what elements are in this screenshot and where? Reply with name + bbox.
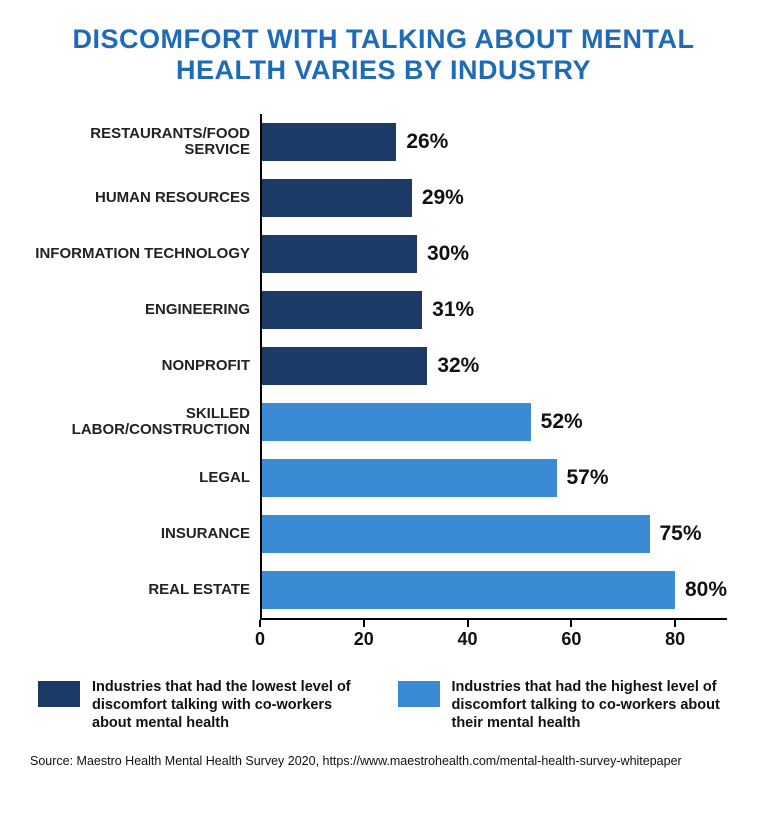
bar (262, 179, 412, 217)
x-tick: 40 (468, 620, 469, 627)
category-label: NONPROFIT (35, 338, 260, 394)
bar-value-label: 26% (406, 130, 448, 154)
bar (262, 347, 427, 385)
legend-item: Industries that had the lowest level of … (38, 678, 370, 732)
bar (262, 403, 531, 441)
bars-column: 26% 29% 30% 31% 32% 52% 57% 75% 80% (260, 114, 727, 618)
category-label: REAL ESTATE (35, 562, 260, 618)
category-label-text: ENGINEERING (145, 302, 250, 319)
bar-row: 80% (262, 562, 727, 618)
x-tick-mark (570, 620, 572, 627)
bar-value-label: 52% (541, 410, 583, 434)
bar (262, 235, 417, 273)
legend-swatch (38, 681, 80, 707)
category-label: RESTAURANTS/FOOD SERVICE (35, 114, 260, 170)
legend-swatch (398, 681, 440, 707)
category-label-text: LEGAL (199, 470, 250, 487)
x-axis: 0 20 40 60 80 (260, 618, 727, 650)
bar-row: 57% (262, 450, 727, 506)
bar (262, 571, 675, 609)
x-tick-mark (259, 620, 261, 627)
x-tick: 20 (364, 620, 365, 627)
bar-value-label: 32% (437, 354, 479, 378)
category-label: ENGINEERING (35, 282, 260, 338)
bar-row: 26% (262, 114, 727, 170)
source-citation: Source: Maestro Health Mental Health Sur… (30, 754, 737, 768)
category-labels-column: RESTAURANTS/FOOD SERVICE HUMAN RESOURCES I… (35, 114, 260, 618)
x-tick-mark (467, 620, 469, 627)
category-label-text: INSURANCE (161, 526, 250, 543)
bar (262, 459, 557, 497)
bar (262, 291, 422, 329)
x-tick-mark (363, 620, 365, 627)
bar-row: 32% (262, 338, 727, 394)
x-tick: 60 (571, 620, 572, 627)
bar-value-label: 75% (660, 522, 702, 546)
bar-value-label: 31% (432, 298, 474, 322)
bar-value-label: 30% (427, 242, 469, 266)
bar-row: 75% (262, 506, 727, 562)
category-label: INFORMATION TECHNOLOGY (35, 226, 260, 282)
x-tick-label: 0 (255, 629, 265, 650)
category-label-text: INFORMATION TECHNOLOGY (35, 246, 250, 263)
bar-row: 30% (262, 226, 727, 282)
category-label-text: SKILLED LABOR/CONSTRUCTION (35, 406, 250, 439)
x-tick: 80 (675, 620, 676, 627)
category-label-text: REAL ESTATE (148, 582, 250, 599)
category-label: SKILLED LABOR/CONSTRUCTION (35, 394, 260, 450)
x-tick-label: 60 (561, 629, 581, 650)
x-tick-label: 80 (665, 629, 685, 650)
legend-item: Industries that had the highest level of… (398, 678, 730, 732)
bar (262, 515, 650, 553)
bar-value-label: 57% (567, 466, 609, 490)
category-label-text: RESTAURANTS/FOOD SERVICE (35, 126, 250, 159)
category-label-text: NONPROFIT (162, 358, 250, 375)
bar-chart: RESTAURANTS/FOOD SERVICE HUMAN RESOURCES I… (35, 114, 727, 650)
bar-value-label: 29% (422, 186, 464, 210)
x-tick-mark (674, 620, 676, 627)
category-label: INSURANCE (35, 506, 260, 562)
chart-title: DISCOMFORT WITH TALKING ABOUT MENTAL HEA… (30, 24, 737, 86)
bar (262, 123, 396, 161)
legend-text: Industries that had the highest level of… (452, 678, 730, 732)
bar-value-label: 80% (685, 578, 727, 602)
x-tick-label: 40 (458, 629, 478, 650)
category-label: LEGAL (35, 450, 260, 506)
category-label-text: HUMAN RESOURCES (95, 190, 250, 207)
legend: Industries that had the lowest level of … (30, 678, 737, 732)
x-tick: 0 (260, 620, 261, 627)
bar-row: 29% (262, 170, 727, 226)
legend-text: Industries that had the lowest level of … (92, 678, 370, 732)
category-label: HUMAN RESOURCES (35, 170, 260, 226)
x-tick-label: 20 (354, 629, 374, 650)
bar-row: 52% (262, 394, 727, 450)
bar-row: 31% (262, 282, 727, 338)
